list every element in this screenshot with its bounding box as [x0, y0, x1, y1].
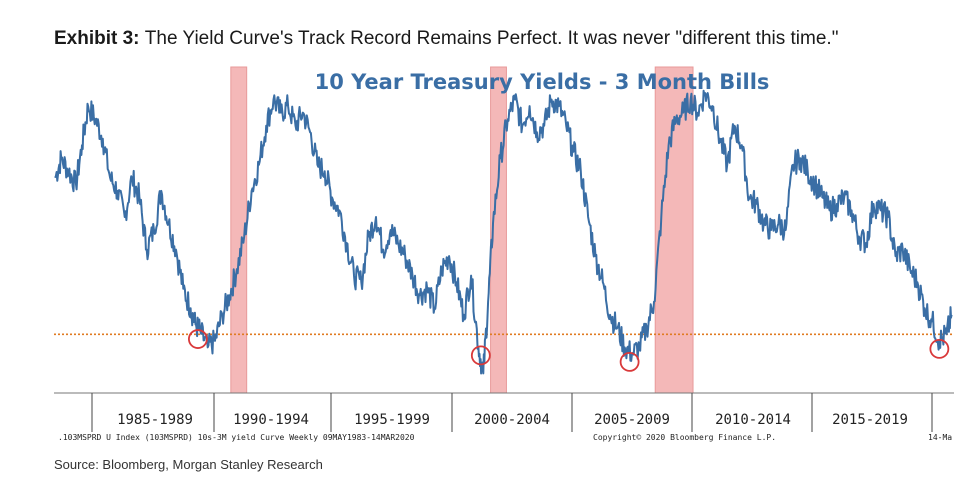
x-tick-label: 1990-1994 — [233, 412, 309, 428]
inversion-circle-2 — [470, 345, 491, 366]
exhibit-label: Exhibit 3: — [54, 28, 140, 49]
x-tick-label: 1995-1999 — [354, 412, 430, 428]
series-line-10y-3m — [54, 89, 953, 375]
inversion-circles — [188, 329, 950, 372]
footer-left: .103MSPRD U Index (103MSPRD) 10s-3M yiel… — [58, 433, 415, 442]
source-note: Source: Bloomberg, Morgan Stanley Resear… — [54, 457, 323, 472]
footer-right: Copyright© 2020 Bloomberg Finance L.P. — [593, 433, 776, 442]
x-tick-label: 2005-2009 — [594, 412, 670, 428]
footer-end: 14-Ma — [928, 433, 952, 442]
inversion-circle-4 — [929, 338, 950, 359]
x-tick-label: 2015-2019 — [832, 412, 908, 428]
inversion-circle-1 — [188, 329, 208, 349]
chart-title: 10 Year Treasury Yields - 3 Month Bills — [315, 70, 770, 94]
x-tick-label: 2010-2014 — [715, 412, 791, 428]
x-tick-label: 1985-1989 — [117, 412, 193, 428]
exhibit-title-text: The Yield Curve's Track Record Remains P… — [144, 28, 839, 49]
x-axis-ticks: 1985-1989 1990-1994 1995-1999 2000-2004 2005… — [91, 393, 933, 432]
x-tick-label: 2000-2004 — [474, 412, 550, 428]
exhibit-title: Exhibit 3: The Yield Curve's Track Recor… — [54, 28, 838, 50]
inversion-circle-3 — [619, 351, 640, 372]
